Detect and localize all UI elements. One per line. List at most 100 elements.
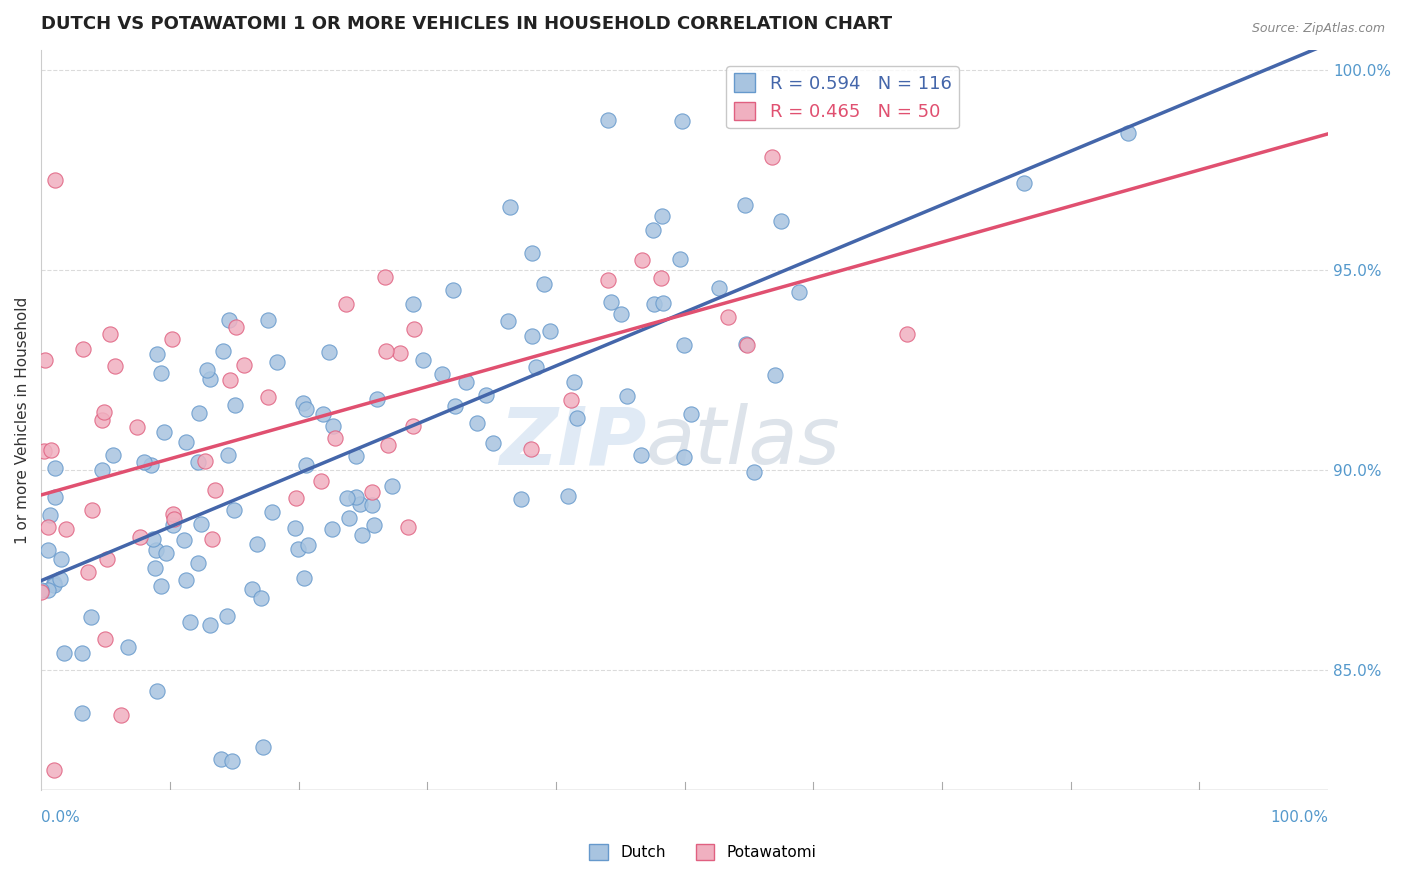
Point <box>55 522 77 536</box>
Point <box>763 368 786 383</box>
Point <box>335 296 357 310</box>
Point <box>323 431 346 445</box>
Point <box>562 376 585 390</box>
Point <box>201 533 224 547</box>
Point <box>475 387 498 401</box>
Point <box>1012 176 1035 190</box>
Text: Source: ZipAtlas.com: Source: ZipAtlas.com <box>1251 22 1385 36</box>
Point <box>441 284 464 298</box>
Point <box>222 503 245 517</box>
Point <box>240 582 263 597</box>
Point <box>374 270 396 285</box>
Point <box>375 343 398 358</box>
Point <box>679 407 702 421</box>
Point <box>44 578 66 592</box>
Point <box>294 402 316 417</box>
Text: ZIP: ZIP <box>499 403 645 481</box>
Point <box>389 346 412 360</box>
Point <box>246 537 269 551</box>
Point <box>204 483 226 497</box>
Point <box>616 388 638 402</box>
Point <box>631 253 654 268</box>
Point <box>162 508 184 522</box>
Point <box>37 582 59 597</box>
Point <box>125 420 148 434</box>
Point <box>195 363 218 377</box>
Point <box>194 454 217 468</box>
Point <box>70 706 93 720</box>
Point <box>560 392 582 407</box>
Point <box>312 407 335 421</box>
Point <box>187 406 209 420</box>
Point <box>145 542 167 557</box>
Point <box>565 411 588 425</box>
Point <box>49 572 72 586</box>
Point <box>789 285 811 299</box>
Point <box>187 556 209 570</box>
Point <box>162 517 184 532</box>
Point <box>336 491 359 505</box>
Point <box>520 246 543 260</box>
Point <box>630 448 652 462</box>
Point <box>742 465 765 479</box>
Point <box>735 338 758 352</box>
Point <box>34 353 56 368</box>
Point <box>292 396 315 410</box>
Text: DUTCH VS POTAWATOMI 1 OR MORE VEHICLES IN HOUSEHOLD CORRELATION CHART: DUTCH VS POTAWATOMI 1 OR MORE VEHICLES I… <box>41 15 893 33</box>
Point <box>672 450 695 464</box>
Text: atlas: atlas <box>645 403 841 481</box>
Point <box>538 324 561 338</box>
Point <box>735 336 758 351</box>
Point <box>322 418 344 433</box>
Point <box>42 763 65 777</box>
Point <box>650 271 672 285</box>
Point <box>432 367 454 381</box>
Point <box>519 442 541 457</box>
Point <box>218 313 240 327</box>
Point <box>174 573 197 587</box>
Point <box>381 478 404 492</box>
Point <box>294 571 316 585</box>
Point <box>257 313 280 327</box>
Point <box>110 707 132 722</box>
Point <box>770 214 793 228</box>
Point <box>37 542 59 557</box>
Point <box>39 508 62 523</box>
Point <box>224 398 246 412</box>
Point <box>150 366 173 380</box>
Point <box>465 416 488 430</box>
Point <box>93 405 115 419</box>
Point <box>49 552 72 566</box>
Point <box>179 615 201 630</box>
Point <box>143 560 166 574</box>
Point <box>318 345 340 359</box>
Point <box>361 484 384 499</box>
Point <box>643 223 665 237</box>
Point <box>896 326 918 341</box>
Point <box>284 521 307 535</box>
Point <box>221 754 243 768</box>
Point <box>363 517 385 532</box>
Point <box>287 541 309 556</box>
Point <box>509 492 531 507</box>
Point <box>103 448 125 462</box>
Point <box>212 343 235 358</box>
Point <box>252 739 274 754</box>
Point <box>91 463 114 477</box>
Point <box>190 516 212 531</box>
Point <box>309 475 332 489</box>
Point <box>377 437 399 451</box>
Point <box>596 273 619 287</box>
Point <box>481 436 503 450</box>
Point <box>209 752 232 766</box>
Point <box>643 296 665 310</box>
Point <box>557 489 579 503</box>
Point <box>402 418 425 433</box>
Point <box>162 332 184 346</box>
Point <box>30 585 52 599</box>
Point <box>707 280 730 294</box>
Point <box>155 546 177 560</box>
Point <box>132 455 155 469</box>
Point <box>404 322 426 336</box>
Point <box>30 582 52 597</box>
